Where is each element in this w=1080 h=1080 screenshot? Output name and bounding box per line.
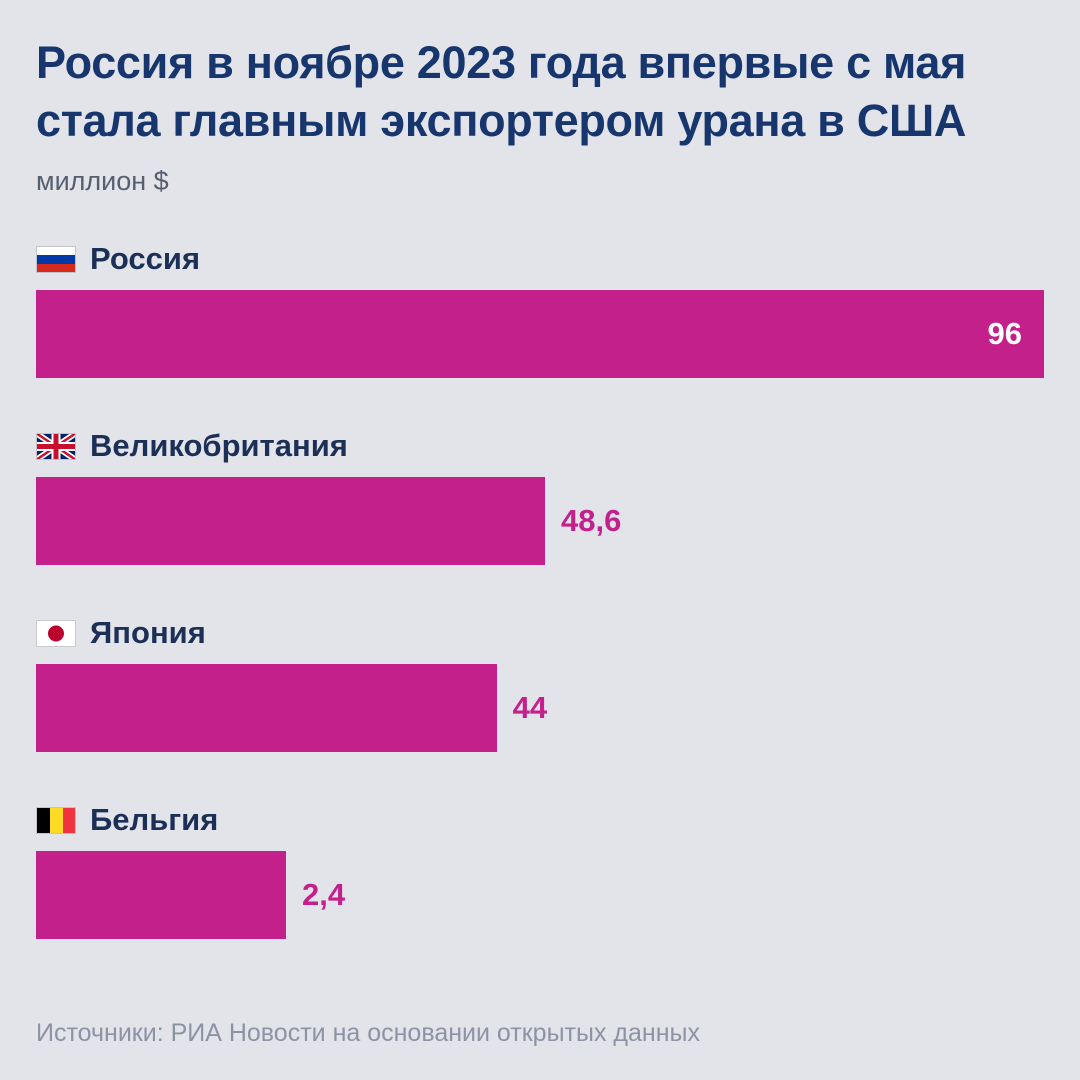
bar-japan: [36, 664, 497, 753]
source-note: Источники: РИА Новости на основании откр…: [36, 1019, 700, 1047]
bar-value: 2,4: [301, 877, 346, 913]
country-label: Россия: [90, 241, 201, 277]
row-header: Япония: [36, 615, 1044, 651]
bar-row-russia: Россия 96: [36, 241, 1044, 379]
bar-value: 44: [512, 690, 548, 726]
row-header: Бельгия: [36, 802, 1044, 838]
bar-russia: 96: [36, 290, 1044, 379]
country-label: Бельгия: [90, 802, 219, 838]
uk-flag-icon: [36, 432, 76, 460]
russia-flag-icon: [36, 245, 76, 273]
bar-value: 48,6: [561, 503, 622, 539]
bar-row-belgium: Бельгия 2,4: [36, 802, 1044, 940]
bar-line: 44: [36, 664, 1044, 753]
row-header: Великобритания: [36, 428, 1044, 464]
japan-flag-icon: [36, 619, 76, 647]
country-label: Великобритания: [90, 428, 348, 464]
bar-row-japan: Япония 44: [36, 615, 1044, 753]
bar-uk: [36, 477, 546, 566]
bar-chart: Россия 96: [36, 241, 1044, 940]
chart-unit-label: миллион $: [36, 166, 169, 197]
country-label: Япония: [90, 615, 206, 651]
chart-title: Россия в ноябре 2023 года впервые с мая …: [36, 37, 967, 147]
bar-line: 96: [36, 290, 1044, 379]
row-header: Россия: [36, 241, 1044, 277]
bar-line: 2,4: [36, 851, 1044, 940]
bar-belgium: [36, 851, 286, 940]
bar-row-uk: Великобритания 48,6: [36, 428, 1044, 566]
bar-line: 48,6: [36, 477, 1044, 566]
belgium-flag-icon: [36, 806, 76, 834]
bar-value: 96: [987, 316, 1022, 352]
